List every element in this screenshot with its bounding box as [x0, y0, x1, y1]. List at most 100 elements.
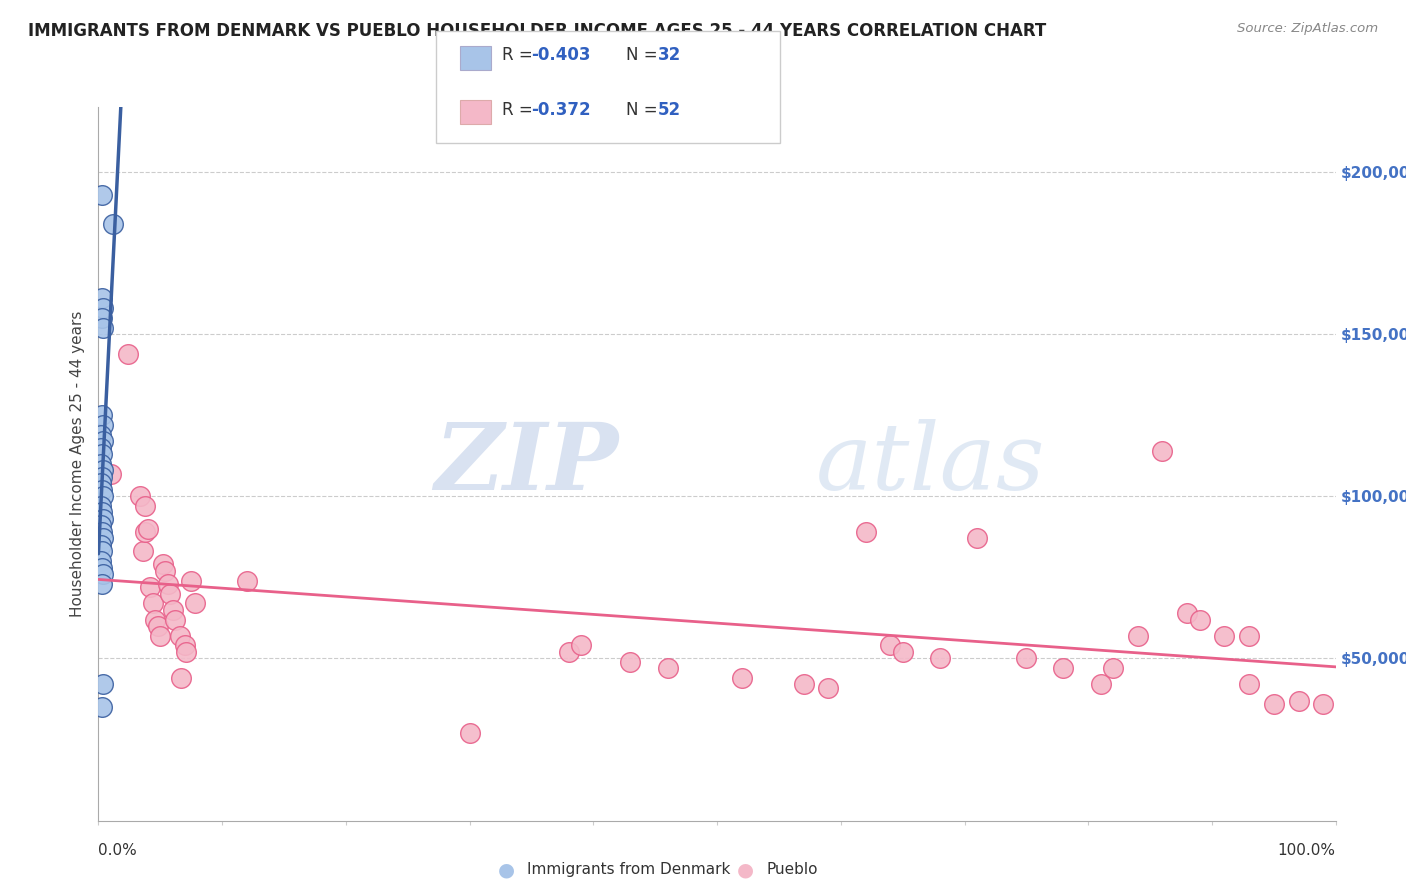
Text: Immigrants from Denmark: Immigrants from Denmark — [527, 863, 731, 877]
Point — [569, 639, 592, 653]
Point — [657, 661, 679, 675]
Text: ●: ● — [498, 860, 515, 880]
Point — [93, 567, 115, 582]
Point — [103, 217, 125, 231]
Point — [966, 532, 988, 546]
Point — [90, 518, 112, 533]
Point — [142, 596, 165, 610]
Point — [1312, 697, 1334, 711]
Point — [928, 651, 950, 665]
Point — [134, 524, 156, 539]
Text: 0.0%: 0.0% — [98, 843, 138, 858]
Point — [134, 499, 156, 513]
Point — [117, 346, 139, 360]
Point — [90, 554, 112, 568]
Point — [891, 645, 914, 659]
Point — [129, 489, 152, 503]
Point — [174, 645, 197, 659]
Point — [1102, 661, 1125, 675]
Point — [93, 301, 115, 315]
Point — [1263, 697, 1285, 711]
Y-axis label: Householder Income Ages 25 - 44 years: Householder Income Ages 25 - 44 years — [70, 310, 86, 617]
Text: 52: 52 — [658, 101, 681, 119]
Text: N =: N = — [626, 46, 662, 64]
Point — [619, 655, 641, 669]
Text: R =: R = — [502, 101, 538, 119]
Point — [165, 613, 187, 627]
Point — [91, 408, 114, 422]
Point — [93, 677, 115, 691]
Point — [1213, 629, 1236, 643]
Point — [236, 574, 259, 588]
Point — [93, 417, 115, 432]
Point — [1090, 677, 1112, 691]
Point — [91, 292, 114, 306]
Point — [162, 603, 184, 617]
Point — [1126, 629, 1149, 643]
Text: -0.372: -0.372 — [531, 101, 591, 119]
Text: 32: 32 — [658, 46, 682, 64]
Point — [100, 467, 122, 481]
Point — [90, 499, 112, 513]
Point — [1152, 443, 1174, 458]
Point — [93, 532, 115, 546]
Point — [817, 681, 839, 695]
Point — [91, 506, 114, 520]
Point — [91, 483, 114, 497]
Point — [139, 580, 162, 594]
Point — [91, 470, 114, 484]
Point — [793, 677, 815, 691]
Point — [1288, 693, 1310, 707]
Text: ZIP: ZIP — [434, 419, 619, 508]
Point — [1015, 651, 1038, 665]
Text: -0.403: -0.403 — [531, 46, 591, 64]
Point — [93, 320, 115, 334]
Point — [458, 726, 481, 740]
Text: IMMIGRANTS FROM DENMARK VS PUEBLO HOUSEHOLDER INCOME AGES 25 - 44 YEARS CORRELAT: IMMIGRANTS FROM DENMARK VS PUEBLO HOUSEH… — [28, 22, 1046, 40]
Point — [1175, 606, 1198, 620]
Point — [90, 427, 112, 442]
Point — [146, 619, 169, 633]
Point — [855, 524, 877, 539]
Point — [90, 476, 112, 491]
Point — [180, 574, 202, 588]
Point — [1052, 661, 1074, 675]
Point — [152, 558, 174, 572]
Point — [170, 671, 193, 685]
Point — [136, 522, 159, 536]
Point — [169, 629, 191, 643]
Point — [184, 596, 207, 610]
Point — [90, 538, 112, 552]
Point — [174, 639, 197, 653]
Text: N =: N = — [626, 101, 662, 119]
Text: R =: R = — [502, 46, 538, 64]
Text: atlas: atlas — [815, 419, 1046, 508]
Point — [91, 524, 114, 539]
Point — [93, 489, 115, 503]
Point — [156, 577, 179, 591]
Point — [91, 577, 114, 591]
Point — [159, 586, 181, 600]
Point — [91, 447, 114, 461]
Point — [90, 457, 112, 471]
Point — [149, 629, 172, 643]
Point — [91, 310, 114, 325]
Point — [731, 671, 754, 685]
Point — [1188, 613, 1211, 627]
Point — [879, 639, 901, 653]
Point — [155, 564, 177, 578]
Point — [90, 441, 112, 455]
Point — [143, 613, 166, 627]
Text: 100.0%: 100.0% — [1278, 843, 1336, 858]
Point — [93, 463, 115, 477]
Text: Source: ZipAtlas.com: Source: ZipAtlas.com — [1237, 22, 1378, 36]
Point — [91, 187, 114, 202]
Point — [1237, 629, 1260, 643]
Point — [132, 544, 155, 558]
Point — [93, 512, 115, 526]
Point — [93, 434, 115, 449]
Text: ●: ● — [737, 860, 754, 880]
Point — [91, 544, 114, 558]
Point — [557, 645, 579, 659]
Point — [91, 560, 114, 574]
